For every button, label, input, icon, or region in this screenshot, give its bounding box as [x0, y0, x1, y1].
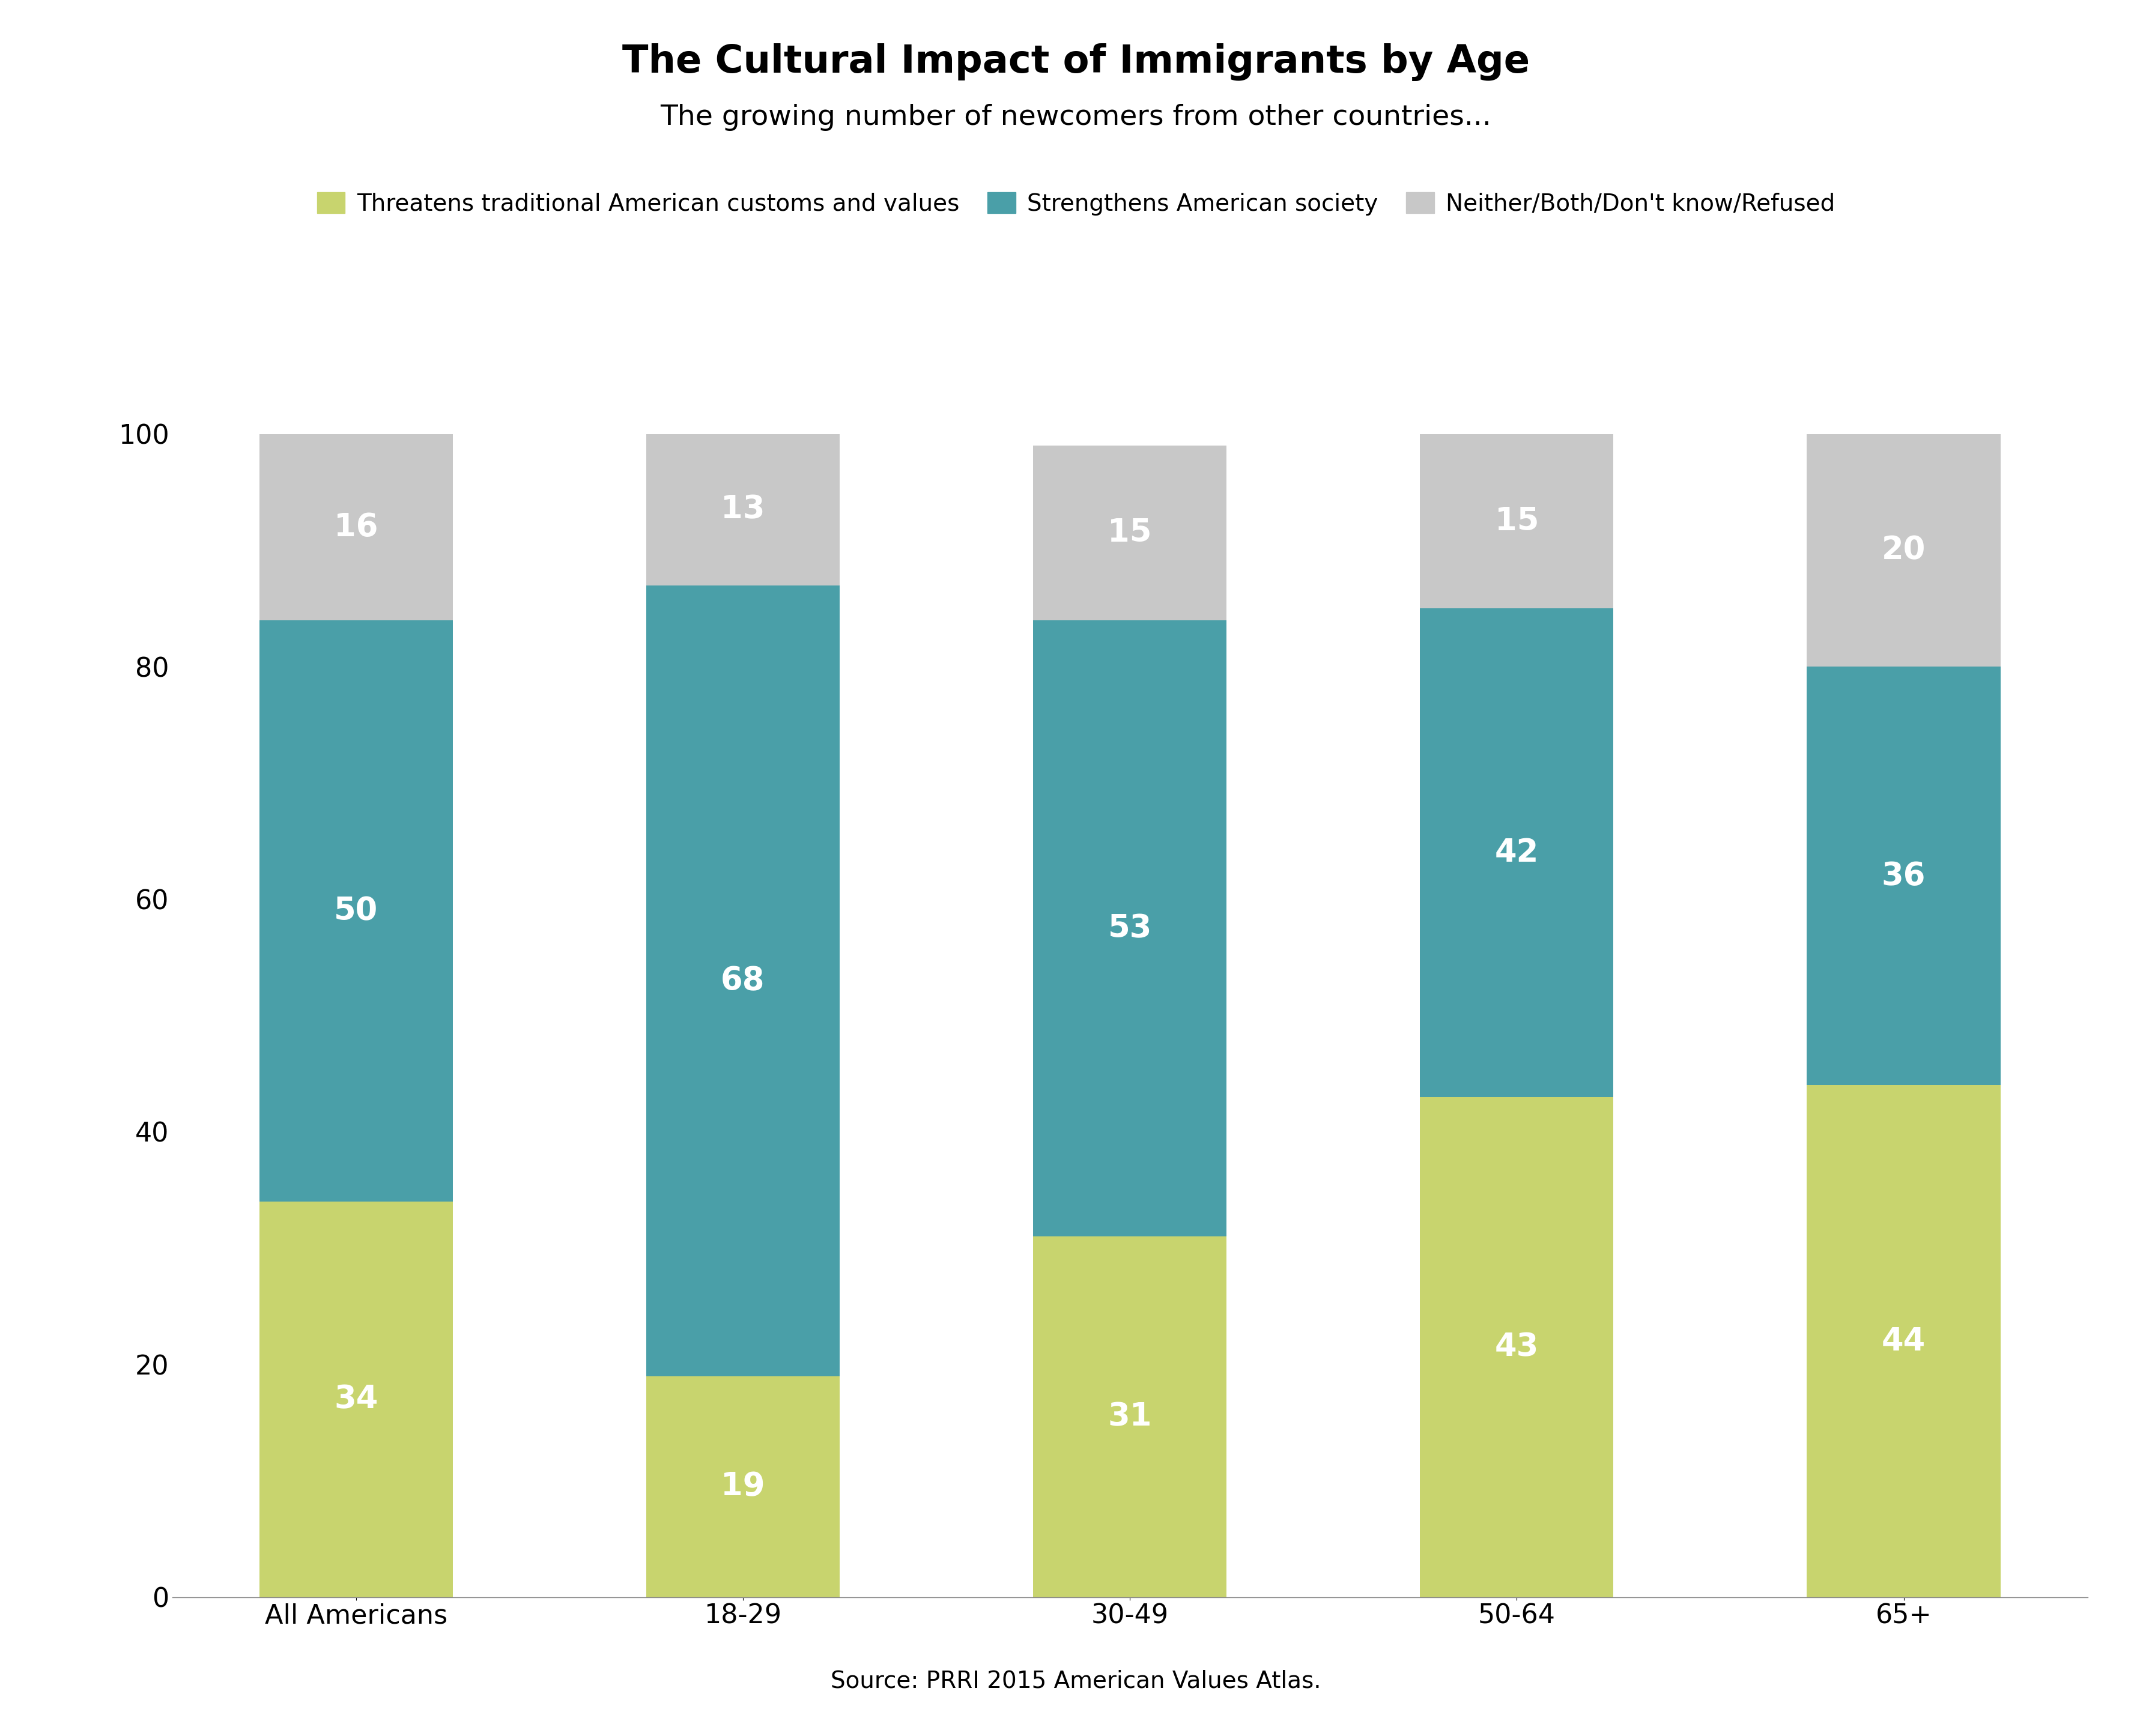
- Text: 16: 16: [334, 512, 379, 543]
- Bar: [258, 620, 452, 1201]
- Bar: [1033, 446, 1227, 620]
- Bar: [1808, 1085, 2001, 1597]
- Bar: [1420, 608, 1614, 1097]
- Text: Source: PRRI 2015 American Values Atlas.: Source: PRRI 2015 American Values Atlas.: [831, 1670, 1321, 1693]
- Text: 68: 68: [721, 965, 764, 996]
- Bar: [1808, 667, 2001, 1085]
- Text: 15: 15: [1496, 505, 1539, 536]
- Legend: Threatens traditional American customs and values, Strengthens American society,: Threatens traditional American customs a…: [310, 186, 1842, 222]
- Bar: [1420, 434, 1614, 608]
- Text: 43: 43: [1496, 1332, 1539, 1363]
- Text: 53: 53: [1108, 913, 1151, 944]
- Text: The Cultural Impact of Immigrants by Age: The Cultural Impact of Immigrants by Age: [622, 43, 1530, 82]
- Bar: [646, 1377, 839, 1597]
- Text: 13: 13: [721, 495, 764, 526]
- Bar: [646, 434, 839, 585]
- Text: 34: 34: [334, 1384, 379, 1415]
- Text: 15: 15: [1108, 517, 1151, 549]
- Text: 42: 42: [1496, 837, 1539, 868]
- Text: 20: 20: [1881, 535, 1926, 566]
- Bar: [1420, 1097, 1614, 1597]
- Text: 44: 44: [1881, 1326, 1926, 1358]
- Text: 19: 19: [721, 1470, 764, 1502]
- Bar: [258, 434, 452, 620]
- Bar: [258, 1201, 452, 1597]
- Bar: [646, 585, 839, 1377]
- Text: 50: 50: [334, 896, 379, 927]
- Bar: [1808, 434, 2001, 667]
- Text: 36: 36: [1881, 861, 1926, 892]
- Text: 31: 31: [1108, 1401, 1151, 1432]
- Bar: [1033, 620, 1227, 1236]
- Text: The growing number of newcomers from other countries...: The growing number of newcomers from oth…: [661, 104, 1491, 132]
- Bar: [1033, 1236, 1227, 1597]
